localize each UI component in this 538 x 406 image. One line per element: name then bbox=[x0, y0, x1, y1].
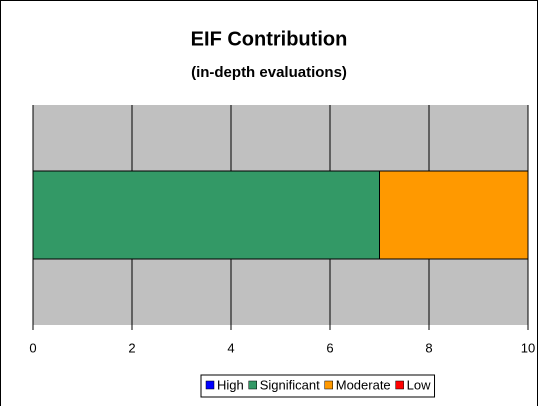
legend-label: Significant bbox=[260, 377, 320, 392]
legend-label: Low bbox=[407, 377, 431, 392]
chart-title: EIF Contribution bbox=[191, 28, 348, 50]
x-tick-label: 0 bbox=[29, 340, 36, 355]
x-tick-label: 2 bbox=[128, 340, 135, 355]
chart-subtitle: (in-depth evaluations) bbox=[191, 64, 347, 81]
legend-swatch bbox=[205, 380, 215, 390]
x-tick-label: 10 bbox=[521, 340, 535, 355]
legend-swatch bbox=[324, 380, 333, 390]
bar-segment bbox=[379, 170, 529, 260]
x-tick-label: 6 bbox=[326, 340, 333, 355]
legend-swatch bbox=[395, 380, 404, 390]
legend-box bbox=[200, 374, 436, 398]
legend-swatch bbox=[248, 380, 257, 390]
x-tick-label: 8 bbox=[425, 340, 432, 355]
x-tick-label: 4 bbox=[227, 340, 234, 355]
bar-segment bbox=[32, 170, 380, 260]
legend-label: High bbox=[217, 377, 244, 392]
legend-label: Moderate bbox=[336, 377, 391, 392]
